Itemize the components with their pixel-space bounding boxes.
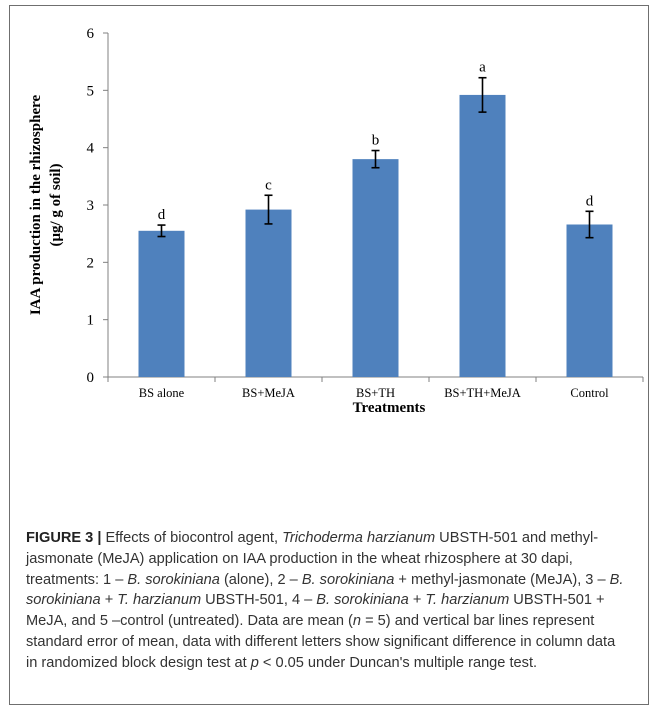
caption-text: + — [409, 592, 426, 608]
significance-letter: d — [158, 207, 166, 223]
bar — [246, 210, 292, 377]
bar-chart: IAA production in the rhizosphere (μg/ g… — [0, 0, 657, 520]
caption-species: B. sorokiniana — [316, 592, 408, 608]
caption-text: UBSTH-501, 4 – — [201, 592, 316, 608]
y-axis-title-line2: (μg/ g of soil) — [48, 163, 64, 246]
caption-species: B. sorokiniana — [302, 572, 394, 588]
caption-text: + methyl-jasmonate (MeJA), 3 – — [394, 572, 609, 588]
caption-text: + — [101, 592, 118, 608]
significance-letter: b — [372, 133, 380, 149]
caption-symbol: p — [251, 655, 259, 671]
caption-text: (alone), 2 – — [220, 572, 302, 588]
x-tick-label: BS alone — [139, 386, 185, 400]
y-tick-label: 5 — [87, 83, 95, 99]
caption-label: FIGURE 3 | — [26, 530, 101, 546]
caption-symbol: n — [353, 613, 361, 629]
caption-text: Effects of biocontrol agent, — [101, 530, 282, 546]
bar — [460, 95, 506, 377]
caption-species: T. harzianum — [425, 592, 509, 608]
y-tick-label: 3 — [87, 198, 95, 214]
caption-species: T. harzianum — [117, 592, 201, 608]
bar — [567, 224, 613, 377]
caption-species: B. sorokiniana — [127, 572, 219, 588]
y-tick-label: 4 — [87, 141, 95, 157]
figure-caption: FIGURE 3 | Effects of biocontrol agent, … — [26, 528, 626, 674]
bars-group: d c b a d — [139, 60, 613, 377]
caption-text: < 0.05 under Duncan's multiple range tes… — [259, 655, 537, 671]
y-tick-label: 2 — [87, 255, 95, 271]
y-tick-label: 6 — [87, 26, 95, 42]
significance-letter: a — [479, 60, 486, 76]
bar — [139, 231, 185, 377]
caption-species: Trichoderma harzianum — [282, 530, 435, 546]
significance-letter: d — [586, 193, 594, 209]
x-tick-labels: BS alone BS+MeJA BS+TH BS+TH+MeJA Control — [139, 386, 609, 400]
x-axis-title: Treatments — [353, 400, 426, 416]
x-tick-label: Control — [570, 386, 609, 400]
x-tick-label: BS+TH+MeJA — [444, 386, 521, 400]
y-axis-title: IAA production in the rhizosphere (μg/ g… — [28, 95, 64, 316]
y-axis-title-line1: IAA production in the rhizosphere — [28, 95, 44, 316]
significance-letter: c — [265, 177, 272, 193]
y-tick-label: 0 — [87, 370, 95, 386]
y-tick-label: 1 — [87, 313, 95, 329]
x-tick-label: BS+MeJA — [242, 386, 295, 400]
bar — [353, 159, 399, 377]
x-tick-label: BS+TH — [356, 386, 395, 400]
